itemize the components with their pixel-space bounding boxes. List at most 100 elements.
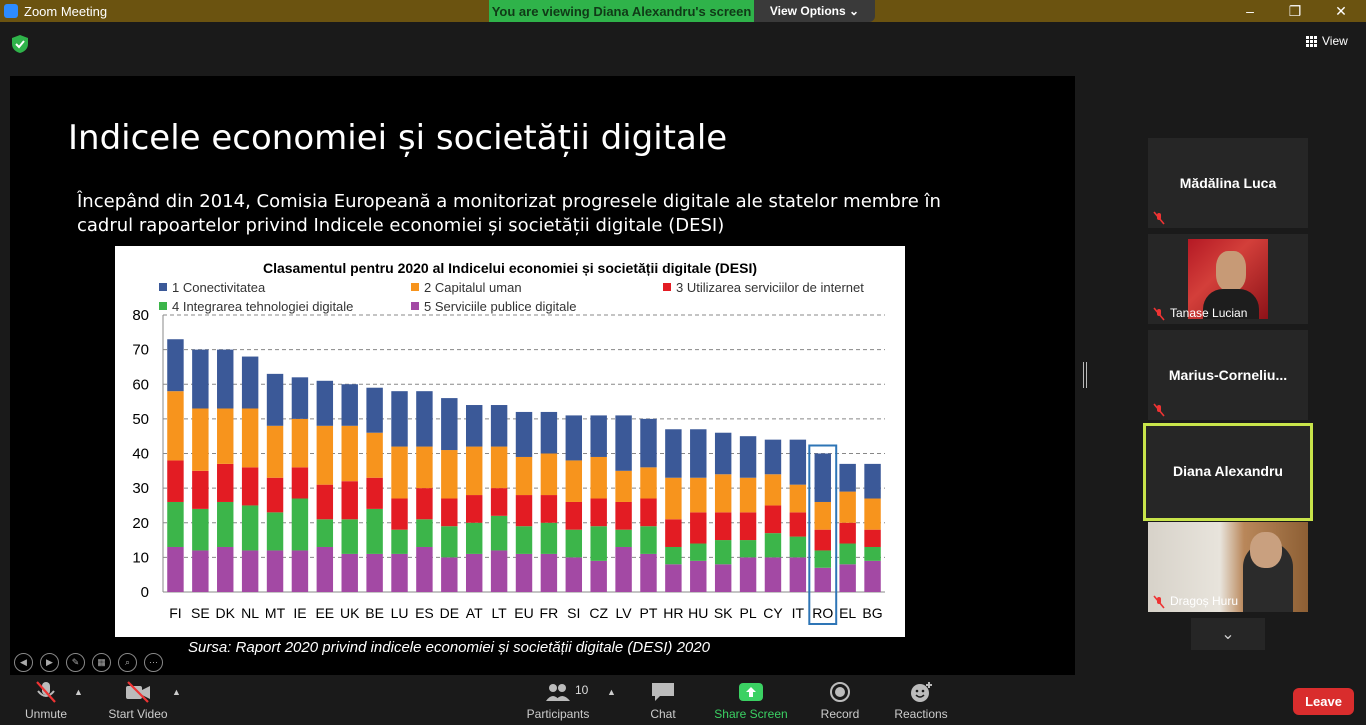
x-tick-label: RO — [812, 605, 833, 621]
participant-tile[interactable]: Dragoș Huru — [1148, 522, 1308, 612]
bar-segment — [839, 543, 856, 565]
bar-segment — [366, 477, 383, 509]
record-button[interactable]: Record — [818, 675, 862, 725]
bar-segment — [640, 553, 657, 592]
participants-options-caret[interactable]: ▲ — [607, 687, 616, 697]
bar-segment — [814, 501, 831, 530]
bar-segment — [167, 339, 184, 392]
shared-screen[interactable]: Indicele economiei și societății digital… — [10, 76, 1075, 675]
close-button[interactable]: ✕ — [1335, 2, 1347, 19]
mic-muted-icon — [1153, 595, 1165, 609]
security-shield-icon[interactable] — [12, 35, 28, 53]
highlight-box — [808, 444, 838, 625]
view-button[interactable]: View — [1306, 34, 1348, 48]
bar-segment — [266, 373, 284, 426]
participant-tile[interactable]: Marius-Corneliu... — [1148, 330, 1308, 420]
bar-segment — [341, 425, 358, 482]
bar-segment — [391, 446, 408, 499]
legend-label: 2 Capitalul uman — [424, 280, 522, 295]
participant-tile[interactable]: Mădălina Luca — [1148, 138, 1308, 228]
next-icon[interactable]: ▶ — [40, 653, 59, 672]
video-off-icon — [126, 681, 150, 703]
x-tick-label: DE — [440, 605, 459, 621]
x-tick-label: PL — [740, 605, 757, 621]
scroll-down-button[interactable]: ⌄ — [1191, 618, 1265, 650]
y-tick-label: 80 — [132, 307, 149, 324]
bar-segment — [615, 529, 632, 547]
title-bar: Zoom Meeting You are viewing Diana Alexa… — [0, 0, 1366, 22]
bar-segment — [565, 460, 583, 502]
bar-segment — [640, 498, 657, 527]
window-title: Zoom Meeting — [24, 4, 108, 19]
bar-segment — [316, 484, 334, 520]
participant-name: Mădălina Luca — [1179, 175, 1277, 191]
bar-segment — [316, 546, 334, 592]
bar-segment — [789, 512, 807, 537]
bar-segment — [764, 505, 782, 534]
bar-segment — [391, 553, 408, 592]
zoom-icon[interactable]: ⌕ — [118, 653, 137, 672]
bar-segment — [167, 501, 184, 547]
desi-chart: Clasamentul pentru 2020 al Indicelui eco… — [115, 246, 905, 637]
x-tick-label: ES — [415, 605, 434, 621]
bar-segment — [565, 529, 583, 558]
bar-segment — [690, 512, 707, 544]
bar-segment — [764, 557, 782, 592]
bar-segment — [341, 553, 358, 592]
participant-tile-active[interactable]: Diana Alexandru — [1143, 423, 1313, 521]
bar-segment — [416, 391, 433, 447]
unmute-button[interactable]: Unmute — [18, 675, 74, 725]
bar-segment — [739, 512, 757, 541]
bar-segment — [416, 546, 433, 592]
share-screen-label: Share Screen — [714, 707, 788, 721]
share-screen-button[interactable]: Share Screen — [713, 675, 789, 725]
reactions-icon — [911, 682, 932, 702]
x-tick-label: NL — [241, 605, 259, 621]
restore-button[interactable]: ❐ — [1288, 2, 1302, 19]
bar-segment — [789, 484, 807, 513]
legend-swatch — [159, 302, 167, 310]
x-tick-label: LV — [616, 605, 633, 621]
y-tick-label: 70 — [132, 342, 149, 359]
slides-icon[interactable]: ▦ — [92, 653, 111, 672]
panel-resize-handle[interactable] — [1083, 362, 1087, 388]
participants-label: Participants — [526, 707, 590, 721]
bar-segment — [341, 384, 358, 426]
bar-segment — [490, 515, 508, 551]
chat-button[interactable]: Chat — [643, 675, 683, 725]
bar-segment — [864, 546, 881, 561]
y-tick-label: 0 — [141, 584, 149, 601]
bar-segment — [540, 522, 558, 554]
view-options-button[interactable]: View Options ⌄ — [754, 0, 875, 22]
bar-segment — [441, 526, 458, 558]
reactions-button[interactable]: Reactions — [893, 675, 949, 725]
y-tick-label: 10 — [132, 549, 149, 566]
start-video-button[interactable]: Start Video — [104, 675, 172, 725]
bar-segment — [192, 550, 209, 592]
video-options-caret[interactable]: ▲ — [172, 687, 181, 697]
legend-swatch — [159, 283, 167, 291]
leave-button[interactable]: Leave — [1293, 688, 1354, 715]
more-icon[interactable]: ⋯ — [144, 653, 163, 672]
bar-segment — [490, 405, 508, 447]
x-tick-label: SI — [567, 605, 580, 621]
bar-segment — [391, 498, 408, 530]
participants-button[interactable]: 10 Participants — [522, 675, 594, 725]
pen-icon[interactable]: ✎ — [66, 653, 85, 672]
minimize-button[interactable]: – — [1246, 3, 1254, 19]
bar-segment — [714, 474, 732, 513]
bar-segment — [590, 498, 607, 527]
start-video-label: Start Video — [108, 707, 168, 721]
x-tick-label: CY — [763, 605, 783, 621]
bar-segment — [739, 557, 757, 592]
bar-segment — [515, 495, 533, 527]
participant-tile[interactable]: Tanase Lucian — [1148, 234, 1308, 324]
previous-icon[interactable]: ◀ — [14, 653, 33, 672]
bar-segment — [565, 415, 583, 461]
x-tick-label: UK — [340, 605, 360, 621]
bar-segment — [665, 546, 682, 565]
x-tick-label: SK — [714, 605, 733, 621]
bar-segment — [615, 501, 632, 530]
bar-segment — [789, 536, 807, 558]
audio-options-caret[interactable]: ▲ — [74, 687, 83, 697]
